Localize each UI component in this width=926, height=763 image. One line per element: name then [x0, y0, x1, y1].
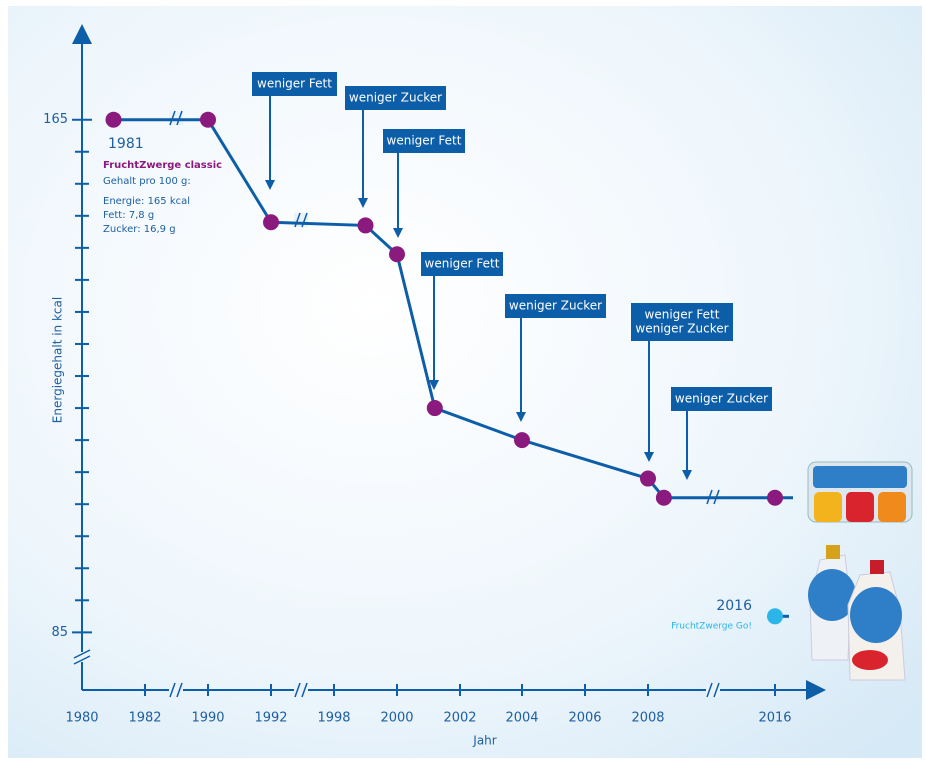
data-point	[767, 489, 783, 506]
x-tick-label: 2002	[443, 711, 476, 726]
annotation-text: weniger Fett	[425, 257, 500, 271]
data-point	[767, 608, 783, 625]
annotation-arrowhead	[644, 452, 654, 462]
x-axis-label: Jahr	[472, 734, 496, 748]
break-line	[706, 682, 713, 698]
break-line	[713, 682, 720, 698]
info-year: 1981	[108, 136, 144, 152]
x-tick-label: 2000	[380, 711, 413, 726]
annotation-arrowhead	[516, 412, 526, 422]
annotation-text: weniger Fett	[645, 308, 720, 322]
data-point	[263, 214, 279, 231]
x-tick-label: 1990	[191, 711, 224, 726]
data-point	[655, 489, 672, 506]
info-product: FruchtZwerge classic	[103, 160, 222, 171]
x-tick-label: 1998	[317, 711, 350, 726]
data-point	[640, 470, 656, 487]
annotation-box	[345, 86, 446, 110]
annotation-arrowhead	[429, 380, 439, 390]
product-images	[807, 461, 913, 681]
data-point	[105, 111, 122, 128]
x-tick-label: 1980	[65, 711, 98, 726]
info-line: Fett: 7,8 g	[103, 210, 154, 221]
data-point	[389, 246, 405, 263]
annotation-text: weniger Zucker	[349, 91, 442, 105]
annotation-box	[631, 303, 733, 341]
x-tick-label: 2008	[631, 711, 664, 726]
break-line	[169, 682, 176, 698]
annotation-text: weniger Zucker	[509, 299, 602, 313]
annotation-arrowhead	[393, 228, 403, 238]
info-line: Gehalt pro 100 g:	[103, 176, 191, 187]
axis-breaks	[73, 110, 720, 698]
data-point	[426, 400, 443, 417]
break-line	[169, 110, 176, 126]
break-mark	[294, 682, 308, 698]
annotation-box	[252, 72, 337, 96]
break-line	[176, 682, 183, 698]
break-mark	[706, 682, 720, 698]
annotation-arrowhead	[358, 198, 368, 208]
x-tick-label: 2006	[568, 711, 601, 726]
break-mark	[169, 110, 183, 126]
x-tick-label: 2004	[505, 711, 538, 726]
break-line	[294, 212, 301, 228]
annotation-box	[421, 252, 503, 276]
break-line	[176, 110, 183, 126]
break-line	[294, 682, 301, 698]
data-point	[200, 111, 216, 128]
axes	[72, 24, 826, 700]
annotation-text: weniger Fett	[257, 77, 332, 91]
info-line: Energie: 165 kcal	[103, 196, 190, 207]
break-gap	[169, 111, 183, 125]
info-year: 2016	[716, 598, 752, 614]
break-mark	[169, 682, 183, 698]
annotation-text: weniger Fett	[387, 134, 462, 148]
info-line: Zucker: 16,9 g	[103, 224, 176, 235]
annotation-box	[505, 294, 606, 318]
annotation-text: weniger Zucker	[635, 322, 728, 336]
break-gap	[706, 683, 720, 697]
break-gap	[169, 683, 183, 697]
annotation-box	[671, 387, 772, 411]
break-gap	[294, 683, 308, 697]
x-tick-label: 1982	[128, 711, 161, 726]
data-point	[514, 432, 530, 449]
y-tick-label: 85	[51, 625, 68, 640]
y-tick-label: 165	[43, 112, 68, 127]
annotation-arrowhead	[682, 470, 692, 480]
x-tick-label: 1992	[254, 711, 287, 726]
break-line	[301, 682, 308, 698]
data-point	[357, 217, 374, 234]
annotation-box	[383, 129, 465, 153]
annotation-arrowhead	[265, 180, 275, 190]
info-product: FruchtZwerge Go!	[671, 622, 752, 632]
x-tick-label: 2016	[758, 711, 791, 726]
y-axis-label: Energiegehalt in kcal	[51, 297, 65, 423]
annotation-text: weniger Zucker	[675, 392, 768, 406]
